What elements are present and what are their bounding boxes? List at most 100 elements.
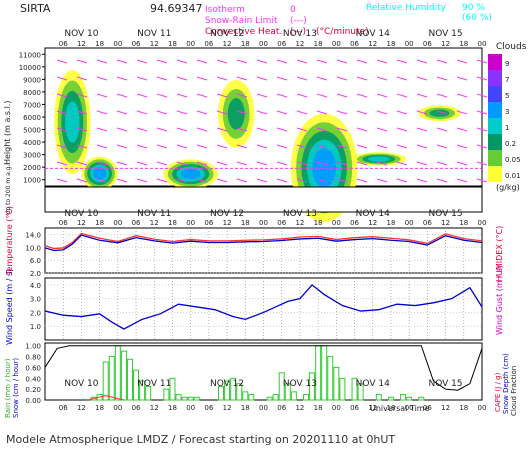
- precip-bar: [302, 394, 309, 401]
- cloud-fraction-axis-label: Cloud Fraction: [510, 366, 518, 416]
- colorbar-swatch: [488, 134, 502, 150]
- wind-arrow: [156, 93, 168, 98]
- precip-bar: [278, 372, 285, 401]
- wind-arrow: [376, 127, 388, 132]
- day-label: NOV 15: [429, 209, 463, 219]
- hour-tick-label: 12: [295, 219, 304, 227]
- low-height-label: Up to 200 m a.g.l.: [5, 161, 12, 215]
- wind-arrow: [96, 127, 108, 132]
- precip-bar: [333, 366, 340, 401]
- wind-arrow: [216, 127, 228, 132]
- hour-tick-label: 18: [386, 219, 395, 227]
- wind-arrow: [136, 127, 148, 132]
- wind-arrow: [416, 161, 428, 166]
- precip-bar: [126, 358, 133, 401]
- wind-arrow: [196, 144, 208, 149]
- wind-arrow: [416, 144, 428, 149]
- hour-tick-label: 00: [405, 219, 414, 227]
- hour-tick-label: 12: [223, 404, 232, 412]
- wind-arrow: [256, 144, 268, 149]
- precip-bar: [418, 396, 425, 401]
- wind-arrow: [316, 59, 328, 64]
- wind-arrow: [336, 161, 348, 166]
- wind-arrow: [296, 93, 308, 98]
- wind-arrow: [376, 110, 388, 115]
- legend-left-key: (---): [290, 16, 307, 26]
- day-label: NOV 11: [137, 379, 171, 389]
- height-tick-label: 2000: [23, 164, 41, 172]
- wind-arrow: [316, 178, 328, 183]
- day-label: NOV 12: [210, 29, 244, 39]
- hour-tick-label: 06: [423, 404, 432, 412]
- cloud-blob: [65, 101, 80, 143]
- wind-arrow: [456, 76, 468, 81]
- hour-tick-label: 00: [478, 40, 487, 48]
- wind-arrow: [356, 178, 368, 183]
- precip-bar: [351, 377, 358, 401]
- snow-axis-label: Snow (cm / hour): [12, 358, 20, 418]
- wind-arrow: [356, 161, 368, 166]
- wind-arrow: [416, 76, 428, 81]
- day-label: NOV 15: [429, 379, 463, 389]
- y-tick-label: 4.0: [30, 282, 41, 290]
- precip-bar: [357, 383, 364, 401]
- wind-arrow: [176, 127, 188, 132]
- universal-time-label: Universal Time: [370, 404, 430, 413]
- cloud-fraction-line: [44, 345, 483, 391]
- wind-arrows: [45, 59, 488, 183]
- hour-tick-label: 18: [241, 40, 250, 48]
- colorbar-swatch: [488, 118, 502, 134]
- colorbar-swatch: [488, 70, 502, 86]
- series-line: [44, 232, 483, 250]
- hour-tick-label: 00: [113, 219, 122, 227]
- cape-line: [87, 395, 125, 401]
- wind-arrow: [136, 161, 148, 166]
- hour-tick-label: 00: [405, 404, 414, 412]
- height-tick-label: 6000: [23, 114, 41, 122]
- wind-arrow: [216, 161, 228, 166]
- hour-tick-label: 06: [204, 404, 213, 412]
- precip-bar: [108, 356, 115, 401]
- cloud-blob: [180, 168, 201, 180]
- wind-arrow: [256, 178, 268, 183]
- precip-bar: [187, 396, 194, 401]
- station-name: SIRTA: [20, 2, 51, 15]
- colorbar-label: 5: [505, 92, 509, 100]
- wind-arrow: [336, 93, 348, 98]
- hour-tick-label: 18: [95, 219, 104, 227]
- wind-arrow: [396, 59, 408, 64]
- hour-tick-label: 00: [332, 219, 341, 227]
- hour-tick-label: 12: [150, 404, 159, 412]
- wind-arrow: [196, 93, 208, 98]
- wind-arrow: [116, 93, 128, 98]
- wind-axis: 1.0 2.0 3.0 4.0: [30, 282, 41, 331]
- hour-tick-label: 00: [186, 219, 195, 227]
- precip-bar: [169, 377, 176, 401]
- wind-arrow: [476, 93, 488, 98]
- wind-arrow: [336, 76, 348, 81]
- height-tick-label: 4000: [23, 139, 41, 147]
- wind-arrow: [316, 127, 328, 132]
- legend-right-value: 90 %: [462, 3, 485, 13]
- clouds-label: Clouds: [496, 42, 527, 52]
- day-label: NOV 13: [283, 29, 317, 39]
- wind-arrow: [376, 144, 388, 149]
- hour-tick-label: 18: [241, 404, 250, 412]
- height-tick-label: 8000: [23, 89, 41, 97]
- low-level-panel: [44, 186, 483, 213]
- precip-bar: [290, 391, 297, 401]
- temperature-axis-label: Temperature (°C): [5, 206, 14, 276]
- hour-tick-label: 18: [314, 219, 323, 227]
- wind-arrow: [476, 144, 488, 149]
- wind-arrow: [276, 93, 288, 98]
- wind-arrow: [76, 93, 88, 98]
- hour-tick-label: 12: [223, 40, 232, 48]
- precip-bar: [236, 383, 243, 401]
- hour-tick-label: 18: [168, 219, 177, 227]
- cloud-blob: [227, 98, 245, 130]
- wind-arrow: [196, 59, 208, 64]
- wind-arrow: [96, 76, 108, 81]
- precip-bar: [375, 394, 382, 401]
- wind-arrow: [296, 178, 308, 183]
